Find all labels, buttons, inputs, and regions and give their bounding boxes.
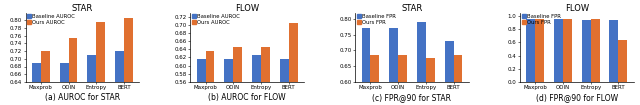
Bar <box>398 55 407 105</box>
Bar <box>445 41 454 105</box>
X-axis label: (c) FPR@90 for STAR: (c) FPR@90 for STAR <box>372 93 451 102</box>
X-axis label: (b) AUROC for FLOW: (b) AUROC for FLOW <box>209 93 286 102</box>
Legend: Baseline AUROC, Ours AUROC: Baseline AUROC, Ours AUROC <box>191 14 241 26</box>
X-axis label: (a) AUROC for STAR: (a) AUROC for STAR <box>45 93 120 102</box>
X-axis label: (d) FPR@90 for FLOW: (d) FPR@90 for FLOW <box>536 93 618 102</box>
Bar <box>196 59 205 105</box>
Legend: Baseline FPR, Ours FPR: Baseline FPR, Ours FPR <box>356 14 396 26</box>
Bar <box>205 51 214 105</box>
Bar <box>554 19 563 82</box>
Bar <box>41 51 50 105</box>
Bar <box>280 59 289 105</box>
Title: FLOW: FLOW <box>235 3 259 12</box>
Bar <box>68 38 77 105</box>
Bar <box>591 19 600 82</box>
Bar <box>371 55 380 105</box>
Bar <box>234 47 242 105</box>
Bar <box>609 20 618 82</box>
Bar <box>389 28 398 105</box>
Bar <box>124 18 133 105</box>
Bar <box>88 55 96 105</box>
Bar <box>526 19 535 82</box>
Bar <box>32 63 41 105</box>
Title: FLOW: FLOW <box>564 3 589 12</box>
Bar <box>115 51 124 105</box>
Bar <box>289 23 298 105</box>
Bar <box>60 63 68 105</box>
Bar <box>225 59 234 105</box>
Bar <box>563 19 572 82</box>
Bar <box>96 22 105 105</box>
Bar <box>252 55 261 105</box>
Title: STAR: STAR <box>72 3 93 12</box>
Bar <box>417 22 426 105</box>
Bar <box>261 47 270 105</box>
Bar <box>454 55 463 105</box>
Legend: Baseline AUROC, Ours AUROC: Baseline AUROC, Ours AUROC <box>27 14 76 26</box>
Bar <box>618 40 627 82</box>
Bar <box>426 58 435 105</box>
Legend: Baseline FPR, Ours FPR: Baseline FPR, Ours FPR <box>521 14 561 26</box>
Bar <box>535 19 544 82</box>
Title: STAR: STAR <box>401 3 422 12</box>
Bar <box>362 28 371 105</box>
Bar <box>582 20 591 82</box>
